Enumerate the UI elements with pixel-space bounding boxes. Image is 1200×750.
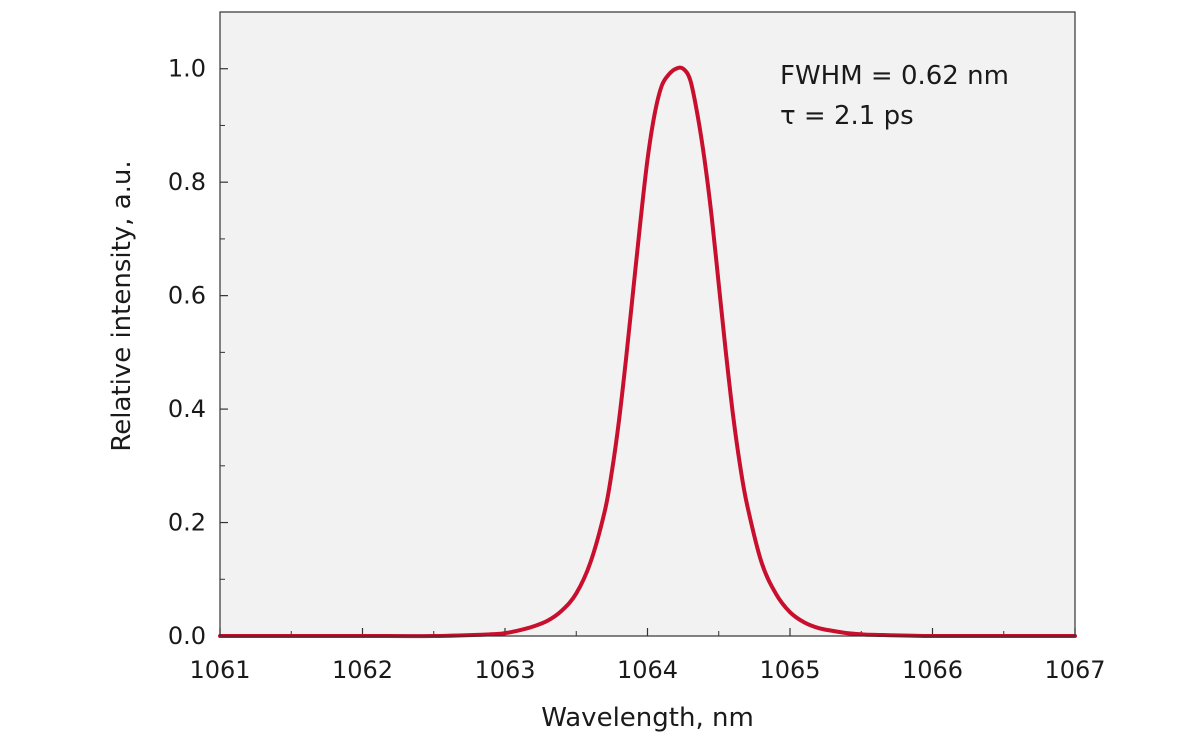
x-tick-labels: 1061 1062 1063 1064 1065 1066 1067	[189, 656, 1105, 684]
x-tick-label: 1066	[902, 656, 963, 684]
fwhm-annotation: FWHM = 0.62 nm	[780, 61, 1009, 91]
x-tick-label: 1063	[474, 656, 535, 684]
x-axis-label: Wavelength, nm	[541, 703, 754, 733]
plot-frame	[219, 11, 1076, 637]
y-tick-label: 0.6	[168, 282, 206, 310]
plot-area	[220, 12, 1075, 636]
y-tick-label: 0.8	[168, 168, 206, 196]
y-tick-label: 0.0	[168, 622, 206, 650]
y-tick-label: 0.4	[168, 395, 206, 423]
y-tick-labels: 0.0 0.2 0.4 0.6 0.8 1.0	[168, 55, 206, 650]
y-tick-label: 0.2	[168, 509, 206, 537]
x-tick-label: 1064	[617, 656, 678, 684]
x-tick-label: 1067	[1044, 656, 1105, 684]
x-tick-label: 1062	[332, 656, 393, 684]
y-axis-label: Relative intensity, a.u.	[107, 160, 137, 451]
pulse-duration-annotation: τ = 2.1 ps	[780, 101, 914, 131]
x-tick-label: 1065	[759, 656, 820, 684]
y-tick-label: 1.0	[168, 55, 206, 83]
x-tick-label: 1061	[189, 656, 250, 684]
series-line	[218, 65, 1077, 639]
